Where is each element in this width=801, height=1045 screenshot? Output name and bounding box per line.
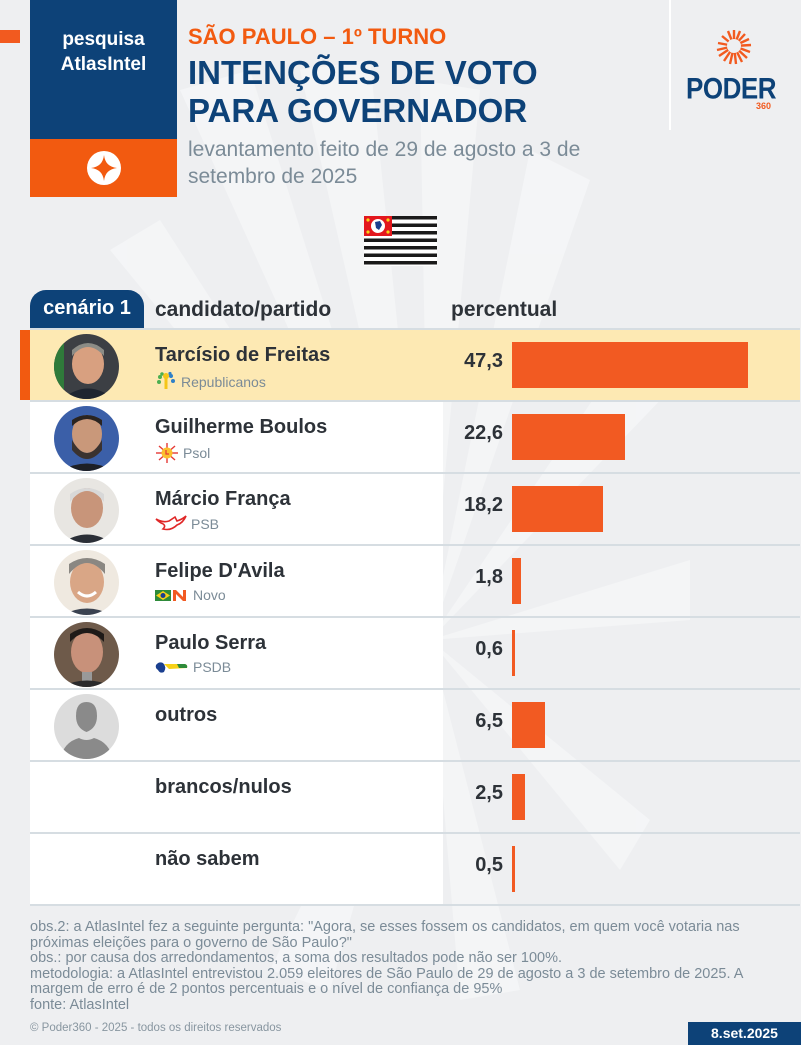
party-label: PSDB <box>155 659 231 675</box>
avatar-franca <box>54 478 119 543</box>
percent-value: 0,5 <box>475 854 503 876</box>
leader-accent-bar <box>20 330 30 400</box>
percent-value: 2,5 <box>475 782 503 804</box>
party-name: Psol <box>183 445 211 461</box>
psdb-toucan-icon <box>155 662 188 673</box>
brand-line-1: pesquisa <box>62 29 145 50</box>
percent-value: 1,8 <box>475 566 503 588</box>
novo-party-icon <box>155 590 186 601</box>
result-bar <box>512 486 603 532</box>
column-header-candidate: candidato/partido <box>155 298 332 321</box>
result-bar <box>512 414 625 460</box>
candidate-name: Márcio França <box>155 488 291 510</box>
result-bar <box>512 702 545 748</box>
scenario-tab: cenário 1 <box>30 290 144 328</box>
table-row: não sabem 0,5 <box>30 832 800 904</box>
note-source: fonte: AtlasIntel <box>30 996 130 1013</box>
avatar-placeholder-icon <box>54 694 119 759</box>
table-row: Felipe D'Avila Novo 1,8 <box>30 544 800 616</box>
party-name: Republicanos <box>181 374 266 390</box>
title-line-1: INTENÇÕES DE VOTO <box>188 54 538 91</box>
percent-value: 18,2 <box>464 494 503 516</box>
avatar-boulos <box>54 406 119 471</box>
avatar-serra <box>54 622 119 687</box>
page-title: INTENÇÕES DE VOTO PARA GOVERNADOR <box>188 54 648 130</box>
poder360-sun-icon <box>716 30 752 65</box>
psol-sun-icon <box>156 443 178 463</box>
column-header-percent: percentual <box>451 298 558 321</box>
logo-word: PODER <box>686 70 776 106</box>
atlasintel-brand-box: pesquisa AtlasIntel <box>30 0 177 197</box>
percent-value: 22,6 <box>464 422 503 444</box>
subtitle: levantamento feito de 29 de agosto a 3 d… <box>188 138 581 188</box>
party-label: Republicanos <box>155 371 266 393</box>
avatar-tarcisio <box>54 334 119 399</box>
supertitle: SÃO PAULO – 1º TURNO <box>188 24 447 49</box>
note-rounding: obs.: por causa dos arredondamentos, a s… <box>30 950 562 966</box>
header-text: SÃO PAULO – 1º TURNO INTENÇÕES DE VOTO P… <box>188 22 648 190</box>
party-name: Novo <box>193 587 226 603</box>
table-row: Tarcísio de Freitas Republicanos 47,3 <box>20 328 800 400</box>
psb-dove-icon <box>155 515 187 531</box>
party-label: PSB <box>155 515 219 533</box>
percent-value: 47,3 <box>464 350 503 372</box>
table-row: brancos/nulos 2,5 <box>30 760 800 832</box>
copyright: © Poder360 - 2025 - todos os direitos re… <box>30 1022 282 1034</box>
poder360-logo: PODER 360 <box>686 28 776 111</box>
results-table: Tarcísio de Freitas Republicanos 47,3 Gu… <box>20 328 800 906</box>
candidate-name: não sabem <box>155 848 260 870</box>
avatar-davila <box>54 550 119 615</box>
result-bar <box>512 558 521 604</box>
candidate-name: Guilherme Boulos <box>155 416 328 438</box>
footnotes: obs.2: a AtlasIntel fez a seguinte pergu… <box>30 919 770 1013</box>
candidate-name: outros <box>155 704 218 726</box>
result-bar <box>512 846 515 892</box>
logo-number: 360 <box>755 101 771 111</box>
result-bar <box>512 630 515 676</box>
atlasintel-compass-icon <box>86 151 121 185</box>
table-row: Paulo Serra PSDB 0,6 <box>30 616 800 688</box>
title-line-2: PARA GOVERNADOR <box>188 92 528 129</box>
table-header: cenário 1 candidato/partido percentual <box>0 290 801 328</box>
percent-value: 6,5 <box>475 710 503 732</box>
result-bar <box>512 774 525 820</box>
date-badge: 8.set.2025 <box>688 1022 801 1045</box>
table-bottom-border <box>30 904 800 906</box>
percent-value: 0,6 <box>475 638 503 660</box>
header-divider <box>669 0 671 130</box>
table-row: Guilherme Boulos Psol 22,6 <box>30 400 800 472</box>
republicanos-party-icon <box>157 371 175 389</box>
party-name: PSDB <box>193 659 232 675</box>
brand-line-2: AtlasIntel <box>60 54 147 75</box>
party-label: Novo <box>155 587 226 603</box>
candidate-name: brancos/nulos <box>155 776 292 798</box>
note-question: obs.2: a AtlasIntel fez a seguinte pergu… <box>30 919 740 951</box>
candidate-name: Paulo Serra <box>155 632 267 654</box>
table-row: Márcio França PSB 18,2 <box>30 472 800 544</box>
note-methodology: metodologia: a AtlasIntel entrevistou 2.… <box>30 965 743 997</box>
table-row: outros 6,5 <box>30 688 800 760</box>
accent-marker <box>0 30 20 43</box>
result-bar <box>512 342 748 388</box>
candidate-name: Tarcísio de Freitas <box>155 344 331 366</box>
candidate-name: Felipe D'Avila <box>155 560 285 582</box>
party-label: Psol <box>155 443 210 463</box>
sao-paulo-flag-icon <box>364 216 437 266</box>
party-name: PSB <box>191 516 220 532</box>
